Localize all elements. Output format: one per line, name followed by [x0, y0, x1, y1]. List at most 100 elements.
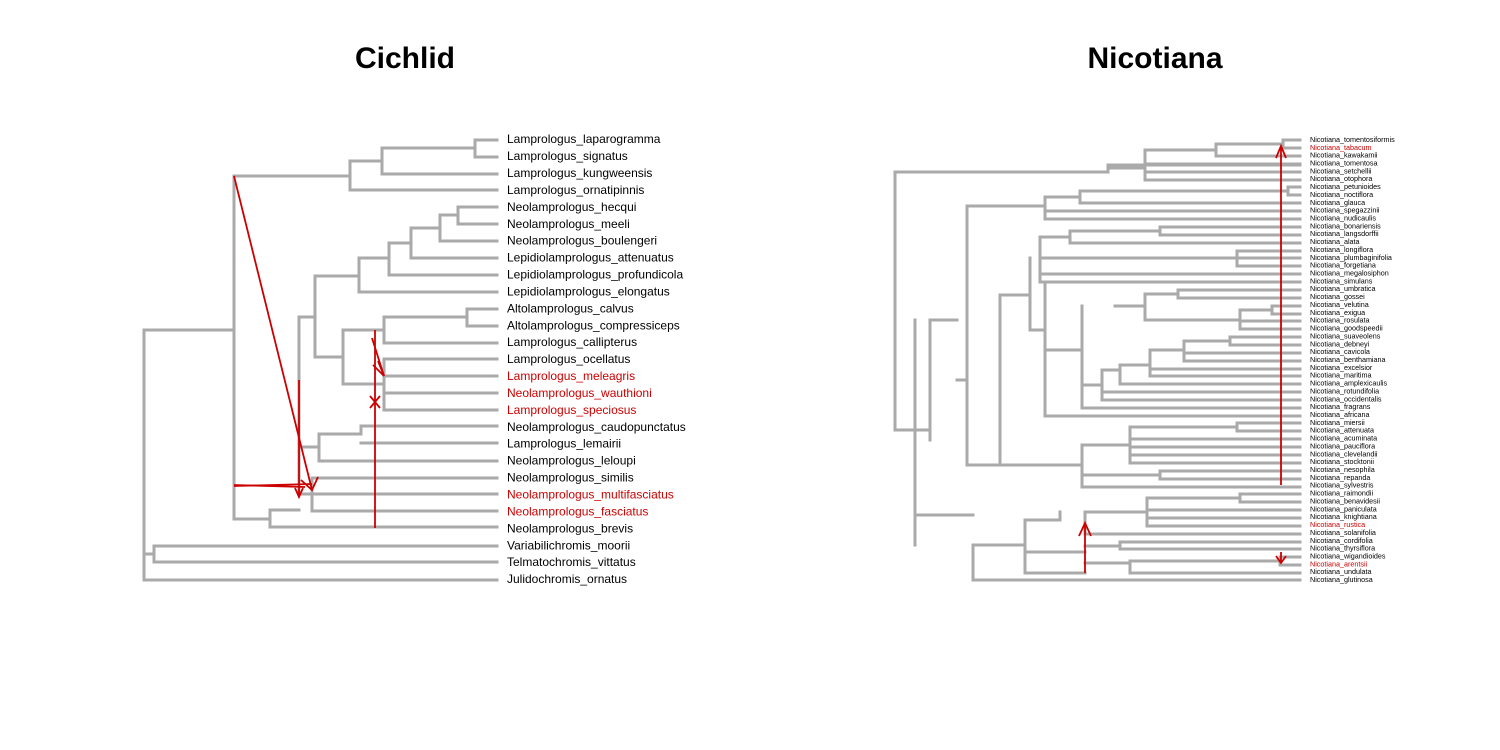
tip-label: Nicotiana_goodspeedii	[1310, 324, 1383, 333]
tip-label: Nicotiana_fragrans	[1310, 402, 1371, 411]
tip-label: Nicotiana_clevelandii	[1310, 449, 1378, 458]
tip-label: Nicotiana_benthamiana	[1310, 355, 1386, 364]
tip-label: Nicotiana_velutina	[1310, 300, 1369, 309]
tip-label: Nicotiana_forgetiana	[1310, 261, 1376, 270]
tip-label: Nicotiana_rotundifolia	[1310, 386, 1379, 395]
tip-label: Nicotiana_bonariensis	[1310, 221, 1381, 230]
tip-label: Nicotiana_tomentosa	[1310, 158, 1378, 167]
tip-label: Nicotiana_umbratica	[1310, 284, 1376, 293]
tip-label: Nicotiana_maritima	[1310, 371, 1372, 380]
tip-label: Nicotiana_rosulata	[1310, 316, 1370, 325]
tip-label: Nicotiana_gossei	[1310, 292, 1365, 301]
tip-label: Lepidiolamprologus_profundicola	[507, 268, 683, 282]
tip-label: Nicotiana_glauca	[1310, 198, 1365, 207]
tip-label: Nicotiana_benavidesii	[1310, 496, 1380, 505]
cichlid-tree: Lamprologus_laparogramma Lamprologus_sign…	[142, 132, 686, 586]
tip-label: Nicotiana_attenuata	[1310, 426, 1374, 435]
tip-label: Lamprologus_speciosus	[507, 403, 636, 417]
cichlid-arrowhead	[294, 487, 304, 500]
tip-label: Lepidiolamprologus_attenuatus	[507, 251, 674, 265]
tip-label: Neolamprologus_leloupi	[507, 454, 636, 468]
tip-label: Nicotiana_pauciflora	[1310, 441, 1375, 450]
tip-label: Nicotiana_alata	[1310, 237, 1360, 246]
tip-label: Neolamprologus_fasciatus	[507, 504, 648, 518]
tip-label: Lamprologus_ocellatus	[507, 352, 630, 366]
tip-label: Nicotiana_setchellii	[1310, 166, 1372, 175]
tip-label: Nicotiana_spegazzinii	[1310, 206, 1380, 215]
tip-label: Nicotiana_suaveolens	[1310, 331, 1381, 340]
tip-label: Lamprologus_callipterus	[507, 335, 637, 349]
tip-label: Nicotiana_solanifolia	[1310, 528, 1376, 537]
tip-label: Nicotiana_paniculata	[1310, 504, 1377, 513]
tip-label: Julidochromis_ornatus	[507, 572, 627, 586]
tip-label: Neolamprologus_caudopunctatus	[507, 420, 686, 434]
tip-label: Nicotiana_cordifolia	[1310, 536, 1373, 545]
nicotiana-arrowhead	[1078, 520, 1092, 537]
tip-label: Nicotiana_kawakamii	[1310, 151, 1378, 160]
tip-label: Nicotiana_langsdorffii	[1310, 229, 1379, 238]
tip-label: Lamprologus_lemairii	[507, 437, 621, 451]
tip-label: Nicotiana_occidentalis	[1310, 394, 1382, 403]
tip-label: Altolamprologus_compressiceps	[507, 318, 680, 332]
tip-label: Neolamprologus_hecqui	[507, 200, 636, 214]
nicotiana-tree: Nicotiana_tomentosiformisNicotiana_tabac…	[893, 135, 1395, 584]
cichlid-arrowhead	[369, 395, 381, 409]
tip-label: Neolamprologus_multifasciatus	[507, 487, 674, 501]
tip-label: Nicotiana_amplexicaulis	[1310, 379, 1388, 388]
tip-label: Nicotiana_raimondii	[1310, 489, 1374, 498]
tip-label: Nicotiana_tabacum	[1310, 143, 1372, 152]
tip-label: Lepidiolamprologus_elongatus	[507, 284, 670, 298]
tip-label: Nicotiana_plumbaginifolia	[1310, 253, 1392, 262]
tip-label: Nicotiana_simulans	[1310, 276, 1373, 285]
tip-label: Telmatochromis_vittatus	[507, 555, 636, 569]
tip-label: Nicotiana_knightiana	[1310, 512, 1377, 521]
tip-label: Nicotiana_arentsii	[1310, 559, 1368, 568]
cichlid-branches	[142, 138, 499, 582]
tip-label: Nicotiana_otophora	[1310, 174, 1372, 183]
tip-label: Neolamprologus_boulengeri	[507, 234, 657, 248]
tip-label: Nicotiana_acuminata	[1310, 434, 1377, 443]
cichlid-title: Cichlid	[354, 42, 455, 75]
tip-label: Neolamprologus_brevis	[507, 521, 633, 535]
tip-label: Nicotiana_thyrsiflora	[1310, 544, 1375, 553]
tip-label: Lamprologus_laparogramma	[507, 132, 661, 146]
tip-label: Nicotiana_longiflora	[1310, 245, 1373, 254]
tip-label: Nicotiana_sylvestris	[1310, 481, 1374, 490]
cichlid-tip-labels: Lamprologus_laparogramma Lamprologus_sign…	[507, 132, 686, 586]
tip-label: Nicotiana_nesophila	[1310, 465, 1375, 474]
nicotiana-title: Nicotiana	[1087, 42, 1223, 75]
tip-label: Nicotiana_excelsior	[1310, 363, 1373, 372]
tip-label: Nicotiana_petunioides	[1310, 182, 1381, 191]
tip-label: Neolamprologus_meeli	[507, 217, 630, 231]
tip-label: Nicotiana_miersii	[1310, 418, 1365, 427]
tip-label: Nicotiana_wigandioides	[1310, 551, 1386, 560]
tip-label: Nicotiana_rustica	[1310, 520, 1365, 529]
tip-label: Nicotiana_undulata	[1310, 567, 1372, 576]
tip-label: Lamprologus_signatus	[507, 149, 628, 163]
tip-label: Nicotiana_glutinosa	[1310, 575, 1373, 584]
nicotiana-tip-labels: Nicotiana_tomentosiformisNicotiana_tabac…	[1310, 135, 1395, 584]
nicotiana-arrowhead	[1275, 555, 1287, 565]
tip-label: Nicotiana_megalosiphon	[1310, 269, 1389, 278]
tip-label: Nicotiana_debneyi	[1310, 339, 1370, 348]
tip-label: Lamprologus_ornatipinnis	[507, 183, 644, 197]
nicotiana-arrowhead	[1275, 143, 1287, 159]
tip-label: Nicotiana_repanda	[1310, 473, 1370, 482]
tip-label: Lamprologus_kungweensis	[507, 166, 652, 180]
tip-label: Variabilichromis_moorii	[507, 538, 630, 552]
tip-label: Nicotiana_cavicola	[1310, 347, 1370, 356]
tip-label: Neolamprologus_wauthioni	[507, 386, 652, 400]
tip-label: Nicotiana_noctiflora	[1310, 190, 1373, 199]
tip-label: Nicotiana_nudicaulis	[1310, 214, 1376, 223]
nicotiana-branches	[893, 138, 1302, 582]
tip-label: Nicotiana_exigua	[1310, 308, 1365, 317]
tip-label: Lamprologus_meleagris	[507, 369, 635, 383]
tip-label: Neolamprologus_similis	[507, 471, 634, 485]
tip-label: Altolamprologus_calvus	[507, 301, 634, 315]
nicotiana-transfer-arrows	[1078, 143, 1287, 573]
tip-label: Nicotiana_tomentosiformis	[1310, 135, 1395, 144]
cichlid-transfer-arrows	[233, 175, 385, 528]
cichlid-arrowhead	[372, 360, 385, 377]
tip-label: Nicotiana_stocktonii	[1310, 457, 1374, 466]
